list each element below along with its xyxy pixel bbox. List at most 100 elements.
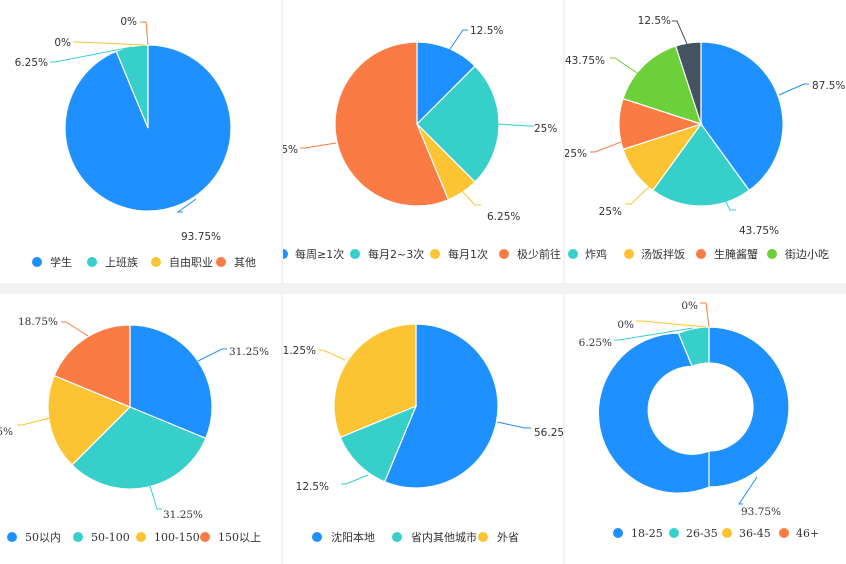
pie-slice-1[interactable]: [383, 323, 499, 489]
legend-item[interactable]: 炸鸡: [568, 247, 607, 261]
pie-slice-6[interactable]: [674, 41, 702, 125]
legend: 18-25 26-35 36-45 46+: [613, 527, 819, 540]
slice-label-2: 6.25%: [15, 57, 48, 69]
legend-item[interactable]: 50以内: [7, 530, 61, 544]
legend-marker: [350, 249, 360, 259]
legend-label: 自由职业: [169, 255, 213, 269]
legend-item[interactable]: 26-35: [669, 527, 718, 540]
leader-line-1: [778, 83, 809, 96]
legend-item[interactable]: 50-100: [73, 531, 130, 544]
legend-marker: [722, 528, 732, 538]
legend-label: 36-45: [739, 527, 771, 540]
legend-item[interactable]: 其他: [216, 256, 256, 269]
legend-item[interactable]: 生腌酱蟹: [696, 247, 758, 261]
pie-slice-1[interactable]: [597, 326, 790, 494]
legend-marker: [392, 532, 402, 542]
slice-labels: 87.5% 43.75% 25% 25% 43.75% 12.5%: [565, 15, 845, 237]
legend-label: 每周≥1次: [295, 247, 344, 261]
legend-item[interactable]: 沈阳本地: [312, 530, 375, 544]
legend-label: 街边小吃: [785, 247, 829, 261]
slice-label-4: 25%: [565, 148, 587, 160]
legend-label: 炸鸡: [585, 247, 607, 261]
slice-label-3: 0%: [54, 37, 71, 49]
pie-slice-4[interactable]: [53, 324, 131, 408]
slice-labels: 93.75% 6.25% 0% 0%: [579, 300, 781, 518]
pie-slice-3[interactable]: [47, 374, 132, 466]
legend-marker: [669, 528, 679, 538]
legend-label: 每月1次: [448, 247, 488, 261]
slice-label-2: 31.25%: [163, 509, 203, 521]
pie-slices: [333, 323, 499, 489]
legend-label: 外省: [497, 531, 519, 544]
pie-slice-1[interactable]: [700, 41, 784, 192]
slice-label-1: 31.25%: [229, 346, 269, 358]
slice-label-3: 6.25%: [487, 211, 520, 223]
legend-item[interactable]: 外省: [478, 531, 519, 544]
slice-label-3: 25%: [599, 206, 622, 218]
legend-item[interactable]: 学生: [32, 255, 72, 269]
legend-label: 上班族: [105, 255, 138, 269]
leader-line-3: [318, 349, 346, 361]
leader-line-4: [61, 321, 89, 337]
legend-label: 26-35: [686, 527, 718, 540]
legend-item[interactable]: 46+: [779, 527, 819, 540]
slice-labels: 31.25% 31.25% 5% 18.75%: [0, 316, 269, 521]
slice-label-4: 18.75%: [18, 316, 58, 328]
legend-label: 其他: [234, 256, 256, 269]
legend-item[interactable]: 100-150: [136, 531, 200, 544]
legend-item[interactable]: 自由职业: [151, 255, 213, 269]
pie-slice-2[interactable]: [651, 122, 751, 207]
legend-item[interactable]: 街边小吃: [767, 247, 829, 261]
legend-label: 省内其他城市: [411, 530, 477, 544]
donut-chart-age: 93.75% 6.25% 0% 0% 18-25 26-35 36-45 46+: [579, 300, 820, 540]
pie-slices: [597, 326, 790, 494]
legend-label: 150以上: [218, 531, 261, 544]
legend-label: 18-25: [631, 527, 663, 540]
legend-item[interactable]: 极少前往: [499, 247, 561, 261]
legend-item[interactable]: 省内其他城市: [392, 530, 477, 544]
leader-line-4: [300, 142, 337, 149]
legend: 学生 上班族 自由职业 其他: [32, 255, 256, 269]
leader-line-2: [149, 485, 162, 510]
chart-panel-origin: 56.25% 12.5% 31.25% 沈阳本地 省内其他城市 外省: [283, 294, 563, 564]
legend-label: 50-100: [91, 531, 130, 544]
leader-line-3: [73, 41, 146, 46]
leader-line-1: [447, 29, 468, 53]
slice-label-2: 6.25%: [579, 337, 612, 349]
pie-slices: [47, 324, 213, 490]
leader-line-2: [50, 46, 133, 63]
pie-slices: [64, 44, 232, 212]
leader-line-1: [496, 421, 531, 429]
legend-item[interactable]: 汤饭拌饭: [624, 247, 685, 261]
legend-item[interactable]: 每月1次: [430, 247, 488, 261]
legend-item[interactable]: 150以上: [200, 531, 261, 544]
leader-line-2: [341, 474, 369, 485]
legend-item[interactable]: 36-45: [722, 527, 771, 540]
legend-marker: [499, 249, 509, 259]
legend: 炸鸡 汤饭拌饭 生腌酱蟹 街边小吃: [568, 247, 829, 261]
pie-slice-2[interactable]: [677, 326, 710, 368]
pie-slice-1[interactable]: [129, 324, 213, 440]
legend-item[interactable]: 18-25: [613, 527, 663, 540]
legend-item[interactable]: 上班族: [87, 255, 138, 269]
legend-marker: [624, 249, 634, 259]
pie-slice-4[interactable]: [334, 41, 450, 207]
legend-item[interactable]: 每周≥1次: [283, 247, 344, 261]
slice-label-4: 0%: [681, 300, 698, 312]
legend-label: 沈阳本地: [331, 530, 375, 544]
legend-marker: [87, 257, 97, 267]
leader-line-5: [610, 57, 641, 76]
legend-item[interactable]: 每月2~3次: [350, 247, 424, 261]
pie-slice-1[interactable]: [416, 41, 476, 126]
pie-chart-visit-frequency: 12.5% 25% 6.25% 25% 每周≥1次 每月2~3次 每月1次 极少前往: [283, 25, 561, 261]
legend-label: 汤饭拌饭: [641, 247, 685, 261]
leader-line-2: [724, 199, 736, 211]
legend-marker: [568, 249, 578, 259]
legend-marker: [478, 532, 488, 542]
legend-marker: [312, 532, 322, 542]
legend-marker: [613, 528, 623, 538]
chart-panel-food-preference: 87.5% 43.75% 25% 25% 43.75% 12.5% 炸鸡 汤饭拌饭 生腌酱蟹 街边…: [565, 0, 846, 283]
pie-slice-2[interactable]: [71, 406, 207, 490]
pie-slice-3[interactable]: [333, 323, 417, 439]
pie-slice-2[interactable]: [339, 404, 418, 483]
